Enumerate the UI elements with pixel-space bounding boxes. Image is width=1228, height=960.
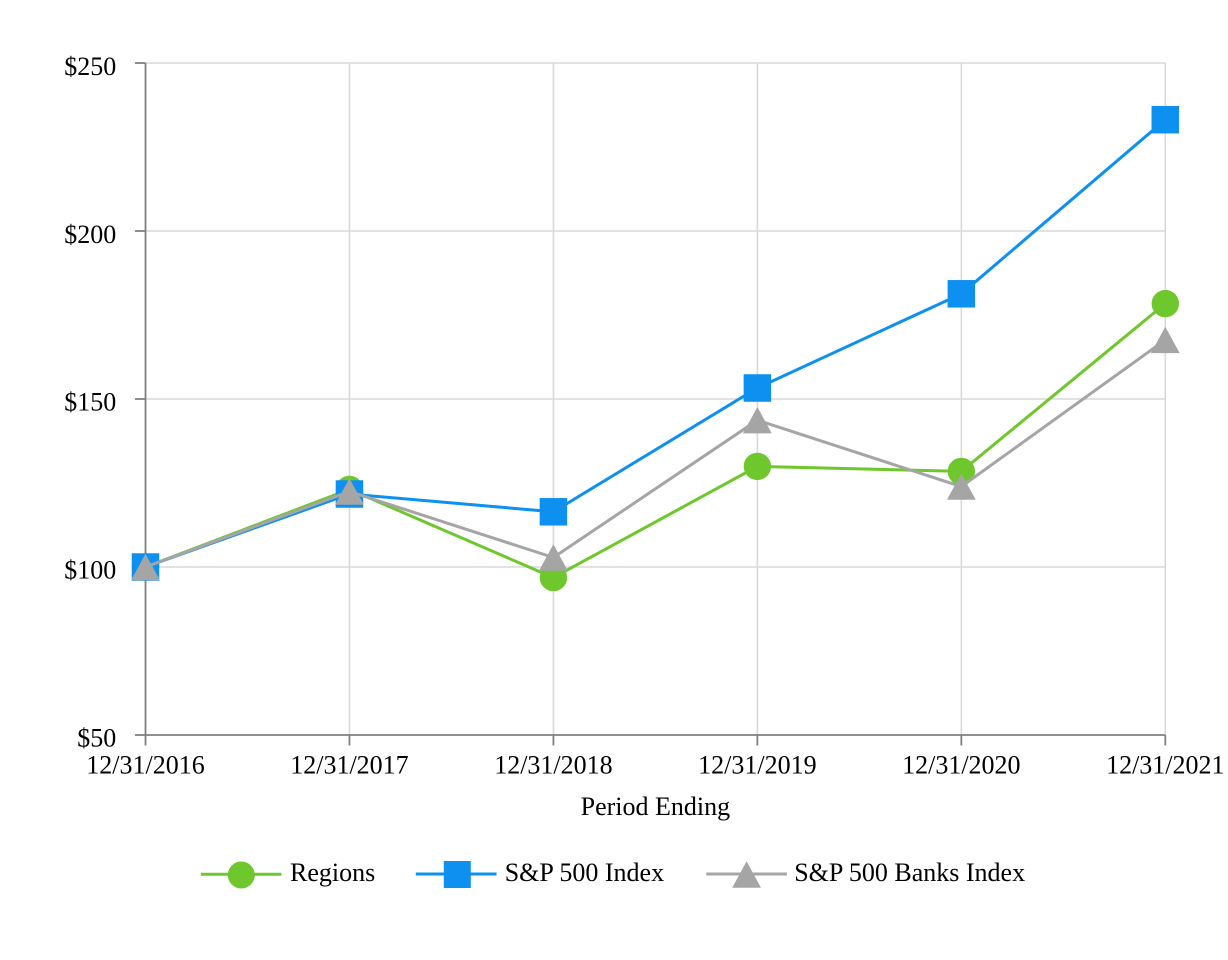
svg-text:12/31/2019: 12/31/2019: [698, 751, 816, 780]
svg-text:$200: $200: [64, 220, 116, 249]
svg-text:$250: $250: [64, 52, 116, 81]
svg-text:$150: $150: [64, 388, 116, 417]
svg-text:12/31/2016: 12/31/2016: [86, 751, 204, 780]
svg-text:12/31/2017: 12/31/2017: [290, 751, 408, 780]
svg-text:12/31/2020: 12/31/2020: [902, 751, 1020, 780]
svg-text:$50: $50: [77, 723, 116, 752]
svg-text:S&P 500 Banks Index: S&P 500 Banks Index: [794, 858, 1025, 887]
svg-text:12/31/2018: 12/31/2018: [494, 751, 612, 780]
svg-text:Period Ending: Period Ending: [581, 792, 731, 821]
svg-text:Regions: Regions: [290, 858, 375, 887]
svg-text:S&P 500 Index: S&P 500 Index: [505, 858, 664, 887]
svg-text:12/31/2021: 12/31/2021: [1106, 751, 1224, 780]
svg-text:$100: $100: [64, 556, 116, 585]
